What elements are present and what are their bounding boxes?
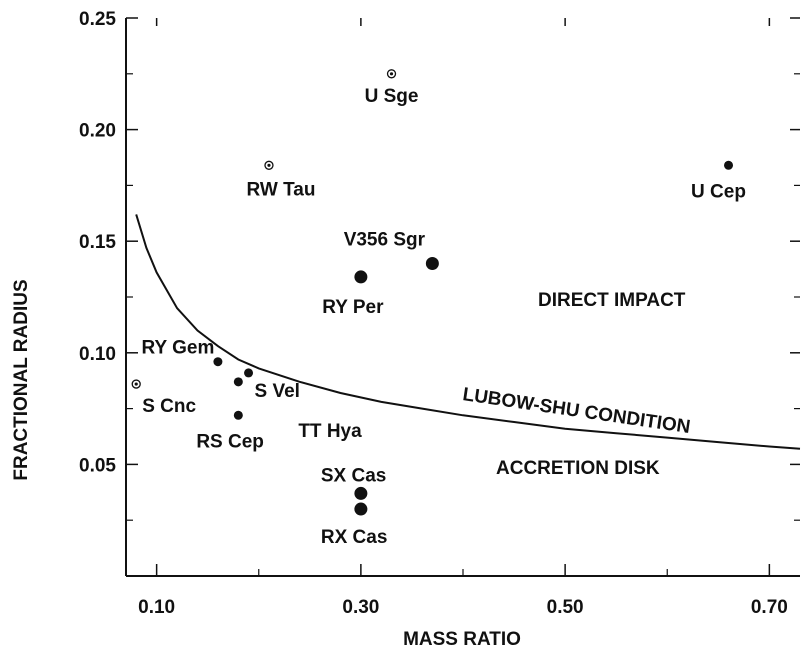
point-u-cep <box>724 160 734 170</box>
point-u-sge <box>386 69 397 79</box>
point-label-tt-hya: TT Hya <box>298 421 362 442</box>
point-s-cnc <box>131 379 141 389</box>
accretion-disk-label: ACCRETION DISK <box>496 458 660 479</box>
point-label-rs-cep: RS Cep <box>196 431 264 452</box>
x-tick-label: 0.50 <box>547 597 584 618</box>
x-tick-label: 0.10 <box>138 597 175 618</box>
plot-frame <box>125 18 800 577</box>
point-sx-cas <box>354 486 368 500</box>
point-ry-gem <box>213 357 223 367</box>
point-label-ry-gem: RY Gem <box>141 338 214 359</box>
x-axis-ticks: 0.10 0.30 0.50 0.70 <box>138 18 788 618</box>
point-center <box>389 72 394 76</box>
point-rw-tau <box>264 160 274 170</box>
point-tt-hya <box>233 377 243 387</box>
point-label-rw-tau: RW Tau <box>246 179 315 200</box>
y-tick-label: 0.15 <box>79 232 116 253</box>
point-label-ry-per: RY Per <box>322 297 384 318</box>
point-ring <box>264 160 274 170</box>
data-points: U Sge RW Tau U Cep V356 Sgr RY Per RY Gem S Ve… <box>131 69 746 548</box>
point-ring <box>131 379 141 389</box>
y-axis-ticks: 0.05 0.10 0.15 0.20 0.25 <box>79 9 800 521</box>
point-label-rx-cas: RX Cas <box>321 527 388 548</box>
point-center <box>267 163 271 167</box>
point-label-u-cep: U Cep <box>691 181 746 202</box>
point-ry-per <box>354 270 368 284</box>
y-tick-label: 0.10 <box>79 344 116 365</box>
point-label-v356-sgr: V356 Sgr <box>344 230 426 251</box>
point-rs-cep <box>233 410 243 420</box>
point-label-s-vel: S Vel <box>255 381 300 402</box>
point-rx-cas <box>354 502 368 516</box>
x-tick-label: 0.70 <box>751 597 788 618</box>
point-ring <box>386 69 397 79</box>
y-tick-label: 0.25 <box>79 9 116 30</box>
lubow-shu-curve <box>135 214 801 450</box>
y-tick-label: 0.20 <box>79 121 116 142</box>
point-v356-sgr <box>425 257 439 271</box>
point-label-sx-cas: SX Cas <box>321 465 386 486</box>
direct-impact-label: DIRECT IMPACT <box>538 290 686 311</box>
point-center <box>134 382 138 386</box>
lubow-shu-curve-layer <box>135 214 801 450</box>
x-axis-title: MASS RATIO <box>403 629 521 650</box>
x-tick-label: 0.30 <box>342 597 379 618</box>
point-label-s-cnc: S Cnc <box>142 396 196 417</box>
point-label-u-sge: U Sge <box>365 86 419 107</box>
y-axis-title: FRACTIONAL RADIUS <box>11 279 32 480</box>
point-s-vel <box>244 368 254 378</box>
y-tick-label: 0.05 <box>79 455 116 476</box>
